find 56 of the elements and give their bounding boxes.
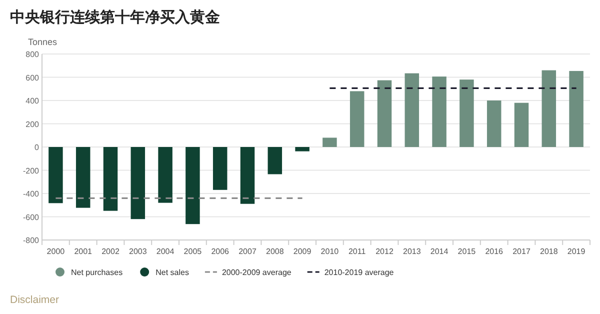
y-tick-label: -800 xyxy=(22,236,40,245)
bar xyxy=(103,147,118,211)
bar xyxy=(377,80,392,147)
y-tick-label: 400 xyxy=(26,96,40,106)
bar xyxy=(486,100,502,147)
x-tick-label: 2018 xyxy=(540,247,558,256)
bar xyxy=(130,147,146,220)
chart-title: 中央银行连续第十年净买入黄金 xyxy=(10,9,220,26)
x-tick-label: 2013 xyxy=(403,247,422,256)
legend-label: 2010-2019 average xyxy=(324,268,394,277)
bar xyxy=(460,80,474,147)
bar xyxy=(295,147,310,152)
bar xyxy=(542,70,556,147)
x-tick-label: 2019 xyxy=(567,247,586,256)
bar xyxy=(404,73,420,147)
x-tick-label: 2002 xyxy=(102,247,120,256)
x-tick-label: 2012 xyxy=(376,247,394,256)
y-tick-label: 200 xyxy=(26,120,40,129)
bar xyxy=(322,138,337,147)
y-tick-label: -400 xyxy=(22,190,40,198)
text: Disclaimer xyxy=(10,294,60,306)
bar xyxy=(240,147,255,204)
x-tick-label: 2016 xyxy=(485,247,504,256)
bar xyxy=(268,147,282,174)
x-tick-label: 2003 xyxy=(129,247,148,256)
legend-label: Net sales xyxy=(156,268,189,277)
y-tick-label: 800 xyxy=(26,50,40,59)
x-tick-label: 2017 xyxy=(512,247,531,256)
y-tick-label: 0 xyxy=(34,143,40,152)
x-tick-label: 2008 xyxy=(266,247,284,256)
bar xyxy=(158,147,172,203)
bar xyxy=(432,76,446,147)
legend-label: 2000-2009 average xyxy=(222,268,292,277)
x-tick-label: 2011 xyxy=(348,247,366,256)
legend-label: Net purchases xyxy=(71,268,123,277)
x-tick-label: 2005 xyxy=(184,247,202,256)
bar xyxy=(350,91,364,147)
y-tick-label: -200 xyxy=(22,166,40,176)
bar xyxy=(514,102,529,147)
bar xyxy=(186,147,200,224)
bar xyxy=(569,70,584,147)
x-tick-label: 2006 xyxy=(211,247,230,256)
y-tick-label: -600 xyxy=(22,212,40,222)
y-axis-title: Tonnes xyxy=(28,37,58,47)
x-tick-label: 2004 xyxy=(156,247,175,256)
y-tick-label: 600 xyxy=(26,73,40,82)
x-tick-label: 2009 xyxy=(293,247,312,256)
x-tick-label: 2015 xyxy=(458,247,476,256)
x-tick-label: 2014 xyxy=(430,247,449,256)
bar xyxy=(212,147,228,190)
x-tick-label: 2007 xyxy=(238,247,257,256)
x-tick-label: 2010 xyxy=(320,247,340,256)
bar xyxy=(48,147,63,204)
bar xyxy=(76,147,90,208)
x-tick-label: 2000 xyxy=(46,247,66,256)
x-tick-label: 2001 xyxy=(74,247,93,256)
